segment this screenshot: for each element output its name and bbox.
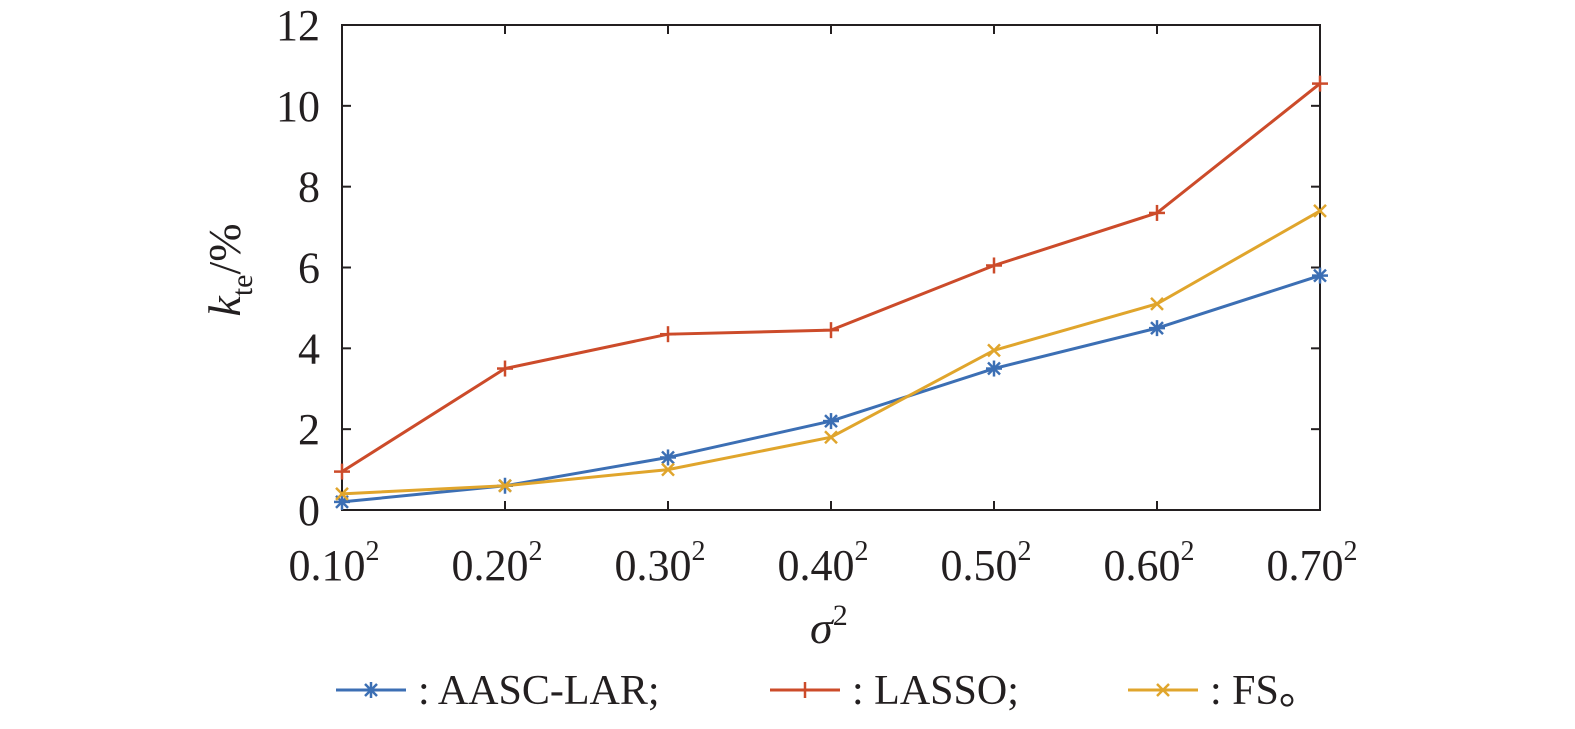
x-tick-label: 0.402 (778, 536, 869, 590)
y-axis-title-sub: te (226, 275, 259, 297)
x-tick-label: 0.302 (615, 536, 706, 590)
x-tick-label: 0.602 (1104, 536, 1195, 590)
x-tick-label: 0.702 (1267, 536, 1358, 590)
data-point (986, 360, 1002, 377)
y-tick-label: 2 (298, 405, 320, 454)
data-point (1313, 204, 1327, 218)
data-point (334, 463, 350, 480)
data-point (823, 322, 839, 339)
data-point (498, 478, 512, 493)
legend: : AASC-LAR; : LASSO; : FS。 (336, 668, 1321, 714)
x-tick-label: 0.102 (289, 536, 380, 590)
series-line (341, 209, 1321, 496)
legend-marker (363, 682, 379, 698)
data-point (1149, 320, 1165, 337)
data-point (497, 360, 513, 377)
x-axis-title-main: σ (810, 602, 835, 653)
data-point (1149, 204, 1165, 221)
legend-label: : FS。 (1210, 668, 1321, 714)
legend-item: : AASC-LAR; (336, 668, 660, 714)
y-tick-label: 0 (298, 486, 320, 535)
x-tick-label: 0.502 (941, 536, 1032, 590)
data-point (334, 493, 350, 510)
legend-marker (797, 682, 813, 698)
x-tick-label: 0.202 (452, 536, 543, 590)
data-point (661, 462, 675, 477)
data-point (987, 343, 1001, 358)
data-point (1312, 75, 1328, 92)
x-axis-title-sup: 2 (833, 599, 848, 632)
data-point (660, 449, 676, 466)
x-axis-ticks: 0.102 0.202 0.302 0.402 0.502 0.602 0.702 (289, 25, 1358, 590)
series-line (341, 274, 1321, 504)
data-point (986, 257, 1002, 274)
series-0 (334, 267, 1328, 510)
legend-marker (1156, 683, 1170, 697)
y-axis-title-rest: /% (199, 223, 250, 274)
y-tick-label: 8 (298, 163, 320, 212)
series-2 (335, 204, 1327, 501)
y-axis-title-main: k (199, 295, 250, 317)
y-axis-title: kte/% (199, 223, 259, 316)
series-layer (334, 75, 1328, 510)
legend-item: : FS。 (1128, 668, 1321, 714)
data-point (335, 486, 349, 501)
legend-item: : LASSO; (770, 668, 1019, 714)
data-point (823, 413, 839, 430)
data-point (1312, 267, 1328, 284)
y-tick-label: 6 (298, 244, 320, 293)
x-axis-title: σ2 (810, 599, 848, 653)
series-1 (334, 75, 1328, 480)
legend-label: : LASSO; (852, 668, 1019, 714)
y-tick-label: 4 (298, 324, 320, 373)
data-point (824, 430, 838, 445)
legend-label: : AASC-LAR; (418, 668, 660, 714)
y-tick-label: 12 (276, 1, 320, 50)
data-point (660, 326, 676, 343)
data-point (1150, 296, 1164, 311)
y-axis-ticks: 0 2 4 6 8 10 12 (276, 1, 1320, 535)
y-tick-label: 10 (276, 82, 320, 131)
